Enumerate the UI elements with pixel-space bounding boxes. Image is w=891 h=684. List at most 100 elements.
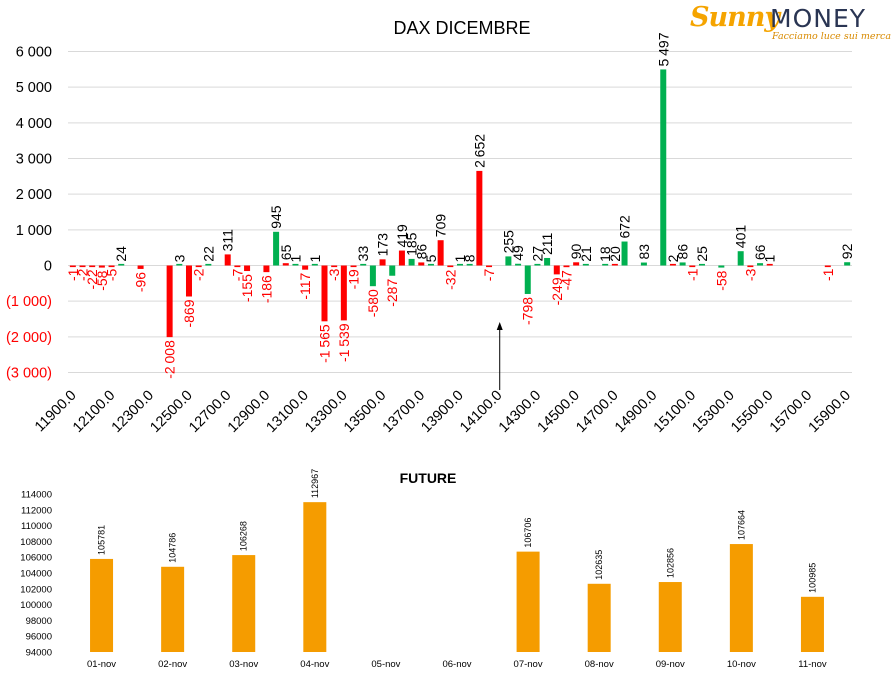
dax-bar <box>486 265 493 268</box>
dax-data-label: -869 <box>181 299 197 327</box>
future-data-label: 105781 <box>97 525 107 555</box>
dax-bar <box>176 263 183 266</box>
dax-bar <box>185 265 192 297</box>
dax-x-tick-label: 14700.0 <box>573 388 621 436</box>
dax-data-label: 2 652 <box>471 134 487 168</box>
dax-data-label: -2 <box>191 268 207 281</box>
future-chart-title: FUTURE <box>400 470 457 486</box>
dax-bar <box>698 263 705 266</box>
dax-y-tick-label: (2 000) <box>6 330 52 346</box>
dax-data-label: -2 <box>75 268 91 281</box>
dax-data-label: -58 <box>713 270 729 290</box>
future-data-label: 106706 <box>523 518 533 548</box>
dax-data-label: 311 <box>220 229 236 252</box>
future-y-tick-label: 102000 <box>20 584 52 595</box>
dax-bar <box>476 170 483 266</box>
future-bar <box>303 502 327 652</box>
future-data-label: 107664 <box>736 510 746 540</box>
dax-x-tick-label: 14100.0 <box>457 388 505 436</box>
dax-bar <box>118 263 125 266</box>
dax-bar <box>89 265 96 268</box>
dax-bar <box>195 265 202 268</box>
future-y-tick-label: 114000 <box>21 490 52 501</box>
dax-data-label: -1 <box>820 268 836 281</box>
future-bar <box>161 566 185 652</box>
dax-y-tick-label: 2 000 <box>16 187 52 203</box>
dax-bar <box>379 259 386 266</box>
dax-bar <box>689 265 696 268</box>
dax-data-label: 66 <box>752 244 768 260</box>
dax-bar <box>205 263 212 266</box>
dax-x-tick-label: 12700.0 <box>186 388 234 436</box>
dax-bar <box>427 263 434 266</box>
dax-x-tick-label: 12300.0 <box>109 388 157 436</box>
dax-y-tick-label: 5 000 <box>16 80 52 96</box>
dax-bar <box>311 263 318 266</box>
dax-y-tick-label: 0 <box>44 259 52 275</box>
dax-x-tick-label: 15700.0 <box>767 388 815 436</box>
dax-data-label: 86 <box>675 244 691 260</box>
future-data-label: 106268 <box>239 521 249 551</box>
dax-bar <box>408 258 415 266</box>
dax-bar <box>466 263 473 266</box>
future-data-label: 112967 <box>310 469 320 498</box>
dax-x-tick-label: 14300.0 <box>496 388 544 436</box>
logo-tagline: Facciamo luce sui mercati <box>772 31 891 42</box>
dax-data-label: 27 <box>529 246 545 262</box>
future-x-tick-label: 01-nov <box>87 659 116 670</box>
future-y-tick-label: 104000 <box>20 569 52 580</box>
dax-data-label: -7 <box>481 269 497 282</box>
future-x-tick-label: 06-nov <box>442 659 471 670</box>
dax-bar <box>553 265 560 275</box>
future-x-tick-label: 09-nov <box>656 659 685 670</box>
future-x-tick-label: 11-nov <box>798 659 827 670</box>
dax-y-tick-label: 1 000 <box>16 223 52 239</box>
future-x-tick-label: 08-nov <box>585 659 614 670</box>
dax-data-label: -3 <box>742 268 758 281</box>
dax-bar <box>321 265 328 322</box>
dax-bar <box>108 265 115 268</box>
dax-data-label: 83 <box>636 244 652 260</box>
future-y-tick-label: 110000 <box>21 521 52 532</box>
dax-bar <box>273 231 280 266</box>
dax-data-label: 92 <box>839 243 855 259</box>
dax-data-label: 1 <box>452 254 468 262</box>
dax-x-tick-label: 12100.0 <box>70 388 118 436</box>
dax-x-tick-label: 15100.0 <box>651 388 699 436</box>
dax-data-label: -5 <box>104 268 120 281</box>
future-data-label: 102856 <box>665 548 675 578</box>
dax-x-tick-label: 13900.0 <box>418 388 466 436</box>
dax-bar <box>563 265 570 268</box>
dax-x-tick-label: 13500.0 <box>341 388 389 436</box>
dax-bar <box>534 263 541 266</box>
dax-bar <box>824 265 831 268</box>
future-y-tick-label: 100000 <box>20 600 52 611</box>
dax-data-label: 5 497 <box>655 32 671 66</box>
future-data-label: 100985 <box>807 563 817 593</box>
future-bar <box>800 596 824 652</box>
dax-bar <box>369 265 376 287</box>
dax-bar <box>515 263 522 266</box>
dax-bar <box>263 265 270 273</box>
dax-bar <box>398 250 405 266</box>
dax-bar <box>524 265 531 294</box>
dax-data-label: 1 <box>287 254 303 262</box>
dax-bar <box>282 263 289 266</box>
dax-bar <box>331 265 338 268</box>
future-bar <box>90 558 114 652</box>
dax-data-label: -1 <box>65 268 81 281</box>
future-data-label: 104786 <box>168 533 178 563</box>
dax-bar <box>766 263 773 266</box>
dax-bar <box>418 262 425 266</box>
dax-data-label: -7 <box>229 269 245 282</box>
dax-bar <box>350 265 357 268</box>
dax-data-label: -19 <box>346 269 362 289</box>
dax-data-label: -22 <box>84 269 100 289</box>
dax-data-label: -1 539 <box>336 323 352 362</box>
dax-bar <box>669 263 676 266</box>
dax-bar <box>224 254 231 266</box>
future-x-tick-label: 07-nov <box>514 659 543 670</box>
dax-data-label: 65 <box>278 244 294 260</box>
dax-bar <box>544 257 551 266</box>
